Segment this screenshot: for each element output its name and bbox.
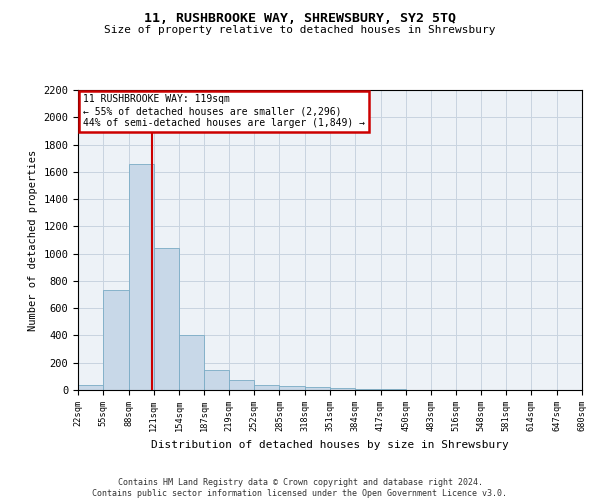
Y-axis label: Number of detached properties: Number of detached properties [28,150,38,330]
Text: Contains HM Land Registry data © Crown copyright and database right 2024.
Contai: Contains HM Land Registry data © Crown c… [92,478,508,498]
Bar [305,388,330,390]
Bar [205,370,229,390]
Text: 11, RUSHBROOKE WAY, SHREWSBURY, SY2 5TQ: 11, RUSHBROOKE WAY, SHREWSBURY, SY2 5TQ [144,12,456,26]
Bar [229,380,254,390]
Text: 11 RUSHBROOKE WAY: 119sqm
← 55% of detached houses are smaller (2,296)
44% of se: 11 RUSHBROOKE WAY: 119sqm ← 55% of detac… [83,94,365,128]
Bar [154,248,179,390]
Bar [103,290,128,390]
X-axis label: Distribution of detached houses by size in Shrewsbury: Distribution of detached houses by size … [151,440,509,450]
Bar [179,336,205,390]
Bar [280,386,305,390]
Bar [128,164,154,390]
Bar [355,388,380,390]
Bar [78,384,103,390]
Bar [254,384,280,390]
Bar [330,388,355,390]
Text: Size of property relative to detached houses in Shrewsbury: Size of property relative to detached ho… [104,25,496,35]
